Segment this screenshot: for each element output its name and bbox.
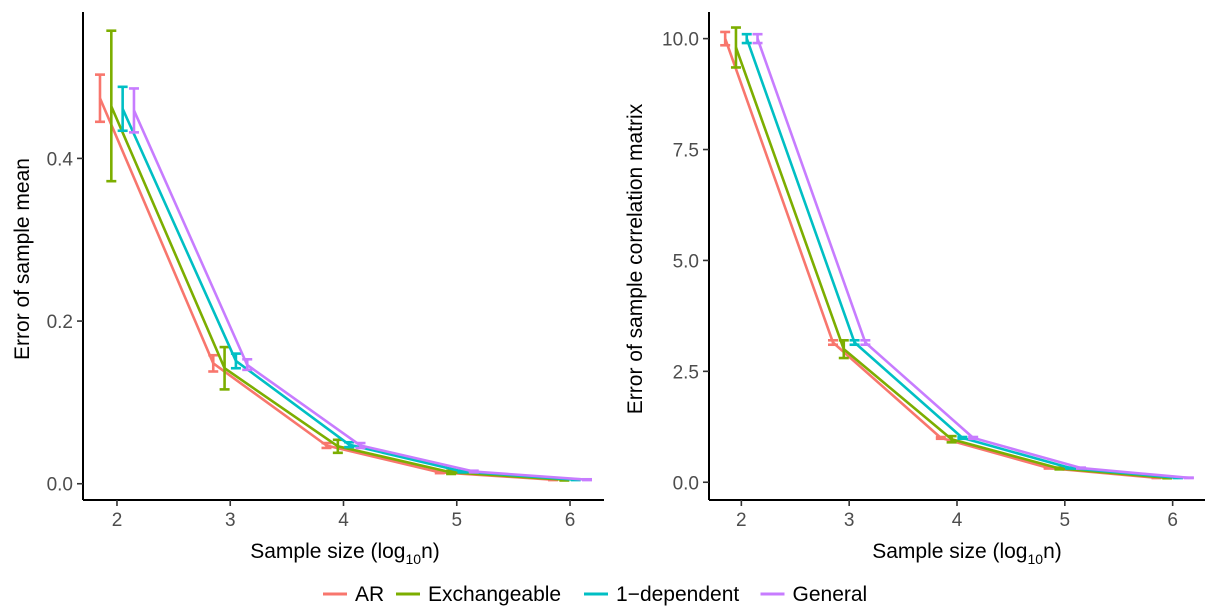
right-ticks: 2 3 4 5 6 0.0 2.5 5.0 7.5 10.0 [662,30,1178,531]
right-error-bar [838,338,849,360]
right-error-bar [1065,466,1076,470]
right-x-tick-label: 4 [952,510,963,531]
left-series-line-exchangeable [110,105,565,481]
right-x-tick-label: 6 [1167,510,1178,531]
right-error-bar [828,338,838,347]
left-error-bar [468,469,479,474]
left-error-bar [117,85,128,133]
left-error-bar [242,357,253,372]
right-plot-area [720,26,1194,480]
right-error-bar [860,338,871,347]
left-error-bar [128,87,139,134]
left-ticks: 2 3 4 5 6 0.0 0.2 0.4 [47,149,576,531]
right-y-tick-label: 5.0 [673,251,699,272]
right-series-line-ar [723,38,1157,480]
right-error-bar [1076,466,1086,470]
left-y-axis-title: Error of sample mean [11,158,34,360]
legend: AR Exchangeable 1−dependent General [323,583,867,606]
left-x-tick-label: 5 [451,510,462,531]
left-y-tick-label: 0.4 [47,149,74,170]
left-error-bar [344,440,355,449]
right-y-tick-label: 10.0 [662,30,699,51]
right-x-tick-label: 2 [736,510,747,531]
left-error-bar [230,352,241,370]
left-error-bar [94,73,105,124]
legend-label: AR [355,583,384,606]
left-series-line-general [132,109,588,481]
right-y-tick-label: 0.0 [673,473,699,494]
right-series-line-exchangeable [734,47,1168,480]
legend-label: 1−dependent [616,583,739,606]
left-y-tick-label: 0.2 [47,312,73,333]
left-plot-area [94,29,593,482]
right-error-bar [946,434,957,444]
left-x-tick-label: 3 [225,510,236,531]
left-x-axis-title: Sample size (log10n) [250,540,440,567]
right-y-tick-label: 7.5 [673,141,699,162]
right-error-bar [752,32,763,45]
right-error-bar [935,435,946,441]
left-error-bar [208,353,219,373]
right-error-bar [1054,466,1065,471]
right-y-axis-title: Error of sample correlation matrix [624,103,647,414]
right-error-bar [957,435,968,441]
right-error-bar [849,338,860,347]
right-series-line-general [756,38,1189,480]
left-error-bar [219,345,230,391]
left-error-bar [321,441,332,450]
left-x-tick-label: 6 [565,510,576,531]
right-x-axis-title: Sample size (log10n) [872,540,1062,567]
right-panel: 2 3 4 5 6 0.0 2.5 5.0 7.5 10.0 Sample size (log10… [624,12,1205,567]
left-x-tick-label: 4 [338,510,349,531]
left-error-bar [582,477,593,482]
left-series-line-1-dependent [121,108,576,481]
right-x-tick-label: 3 [844,510,855,531]
left-panel: 2 3 4 5 6 0.0 0.2 0.4 Sample size (log10n) Erro… [11,12,604,567]
legend-item: Exchangeable [396,583,561,606]
right-error-bar [741,32,752,45]
right-error-bar [968,435,979,441]
left-y-tick-label: 0.0 [47,475,73,496]
legend-item: General [760,583,868,606]
right-error-bar [730,26,741,69]
legend-item: AR [323,583,384,606]
legend-item: 1−dependent [584,583,739,606]
left-error-bar [106,29,117,183]
left-x-tick-label: 2 [112,510,123,531]
legend-label: General [793,583,868,606]
right-error-bar [720,30,731,47]
right-x-tick-label: 5 [1060,510,1071,531]
left-error-bar [355,441,366,450]
legend-label: Exchangeable [428,583,561,606]
right-y-tick-label: 2.5 [673,362,699,383]
